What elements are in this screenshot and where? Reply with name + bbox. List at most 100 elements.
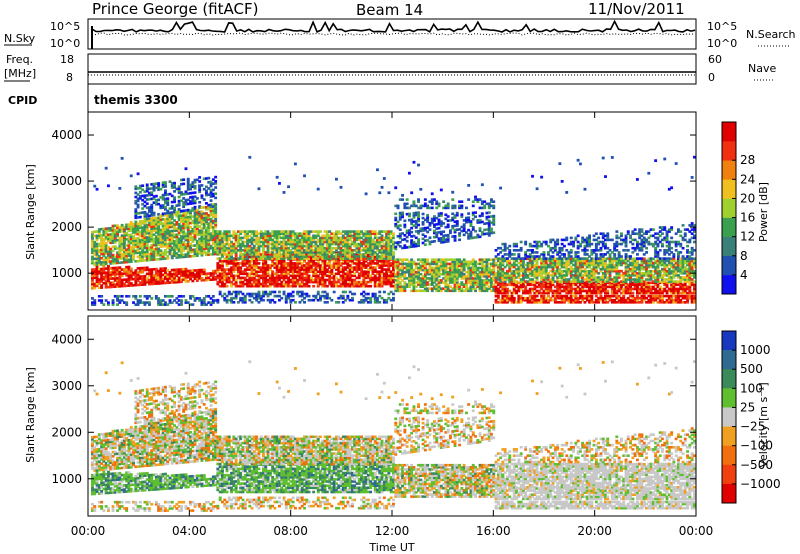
power-cell (177, 233, 181, 236)
power-cell (214, 186, 218, 189)
power-cell (439, 188, 443, 192)
power-cell (127, 295, 131, 298)
power-cell (218, 232, 222, 235)
power-cell (118, 257, 122, 260)
power-cell (230, 268, 233, 271)
power-cell (120, 234, 124, 237)
power-cell (191, 207, 195, 210)
power-cell (129, 225, 133, 228)
power-cell (175, 252, 179, 255)
power-cell (214, 221, 218, 225)
power-cell (152, 211, 156, 215)
power-cell (410, 230, 414, 234)
power-cell (230, 240, 233, 244)
power-cell (205, 228, 208, 232)
power-cell (419, 187, 423, 191)
power-cell (132, 231, 135, 234)
power-cell (166, 273, 170, 276)
power-cell (209, 182, 213, 186)
power-cell (205, 303, 208, 306)
power-cell (102, 238, 106, 241)
power-cell (250, 272, 254, 276)
power-cell (161, 245, 165, 248)
power-cell (109, 237, 113, 240)
power-cell (125, 278, 129, 281)
power-cell (107, 237, 110, 241)
power-cell (93, 243, 97, 246)
power-cell (127, 244, 131, 247)
power-cell (207, 272, 211, 275)
power-cell (200, 239, 204, 243)
power-cell (120, 274, 124, 278)
power-cell (184, 167, 188, 171)
power-cell (307, 294, 311, 298)
power-cell (100, 286, 104, 289)
power-cell (134, 231, 138, 234)
power-cell (246, 284, 249, 288)
power-cell (221, 284, 224, 288)
power-cell (180, 231, 183, 234)
power-cell (209, 272, 213, 275)
power-cell (211, 238, 215, 241)
power-cell (134, 239, 138, 242)
power-cell (182, 212, 186, 215)
power-cell (107, 275, 110, 279)
power-cell (225, 262, 229, 265)
power-cell (184, 247, 188, 250)
power-cell (111, 281, 115, 284)
power-cell (193, 185, 197, 188)
power-cell (195, 269, 199, 272)
power-cell (218, 278, 222, 282)
power-cell (426, 214, 430, 217)
power-cell (221, 249, 224, 252)
power-cell (148, 278, 151, 282)
power-cell (148, 282, 151, 286)
power-cell (248, 284, 252, 288)
power-cell (154, 251, 158, 255)
power-cell (145, 214, 149, 218)
power-cell (152, 201, 156, 204)
power-cell (95, 255, 99, 258)
power-cell (186, 179, 190, 183)
power-cell (143, 211, 147, 214)
power-cell (136, 237, 140, 240)
power-cell (248, 230, 252, 233)
power-cell (221, 242, 224, 246)
power-cell (161, 230, 165, 234)
nsearch-tick-top: 10^5 (707, 20, 737, 33)
power-cell (138, 283, 142, 287)
power-cell (104, 277, 108, 281)
power-cell (241, 276, 245, 280)
power-cell (91, 255, 94, 259)
power-cell (189, 244, 192, 248)
power-cell (227, 242, 231, 246)
power-cell (132, 284, 135, 287)
power-cell (152, 254, 156, 257)
power-cell (467, 216, 471, 219)
power-cell (177, 270, 181, 273)
power-cell (239, 284, 243, 288)
power-cell (189, 303, 192, 306)
power-cell (252, 246, 256, 250)
power-cell (168, 246, 172, 250)
power-cell (207, 228, 211, 232)
power-cell (446, 233, 450, 237)
power-cell (248, 244, 252, 248)
power-cell (95, 276, 99, 279)
power-cell (193, 178, 197, 182)
power-cell (177, 256, 181, 259)
power-cell (225, 232, 229, 235)
power-cell (116, 247, 119, 250)
power-cell (230, 251, 233, 254)
power-cell (138, 232, 142, 236)
power-cell (232, 244, 236, 248)
power-cell (143, 200, 147, 204)
power-cell (148, 217, 151, 220)
power-cell (100, 242, 104, 245)
power-cell (127, 282, 131, 285)
power-cell (508, 244, 512, 248)
power-cell (230, 292, 233, 296)
power-cell (346, 294, 350, 298)
power-cell (166, 279, 170, 282)
power-cell (184, 198, 188, 202)
